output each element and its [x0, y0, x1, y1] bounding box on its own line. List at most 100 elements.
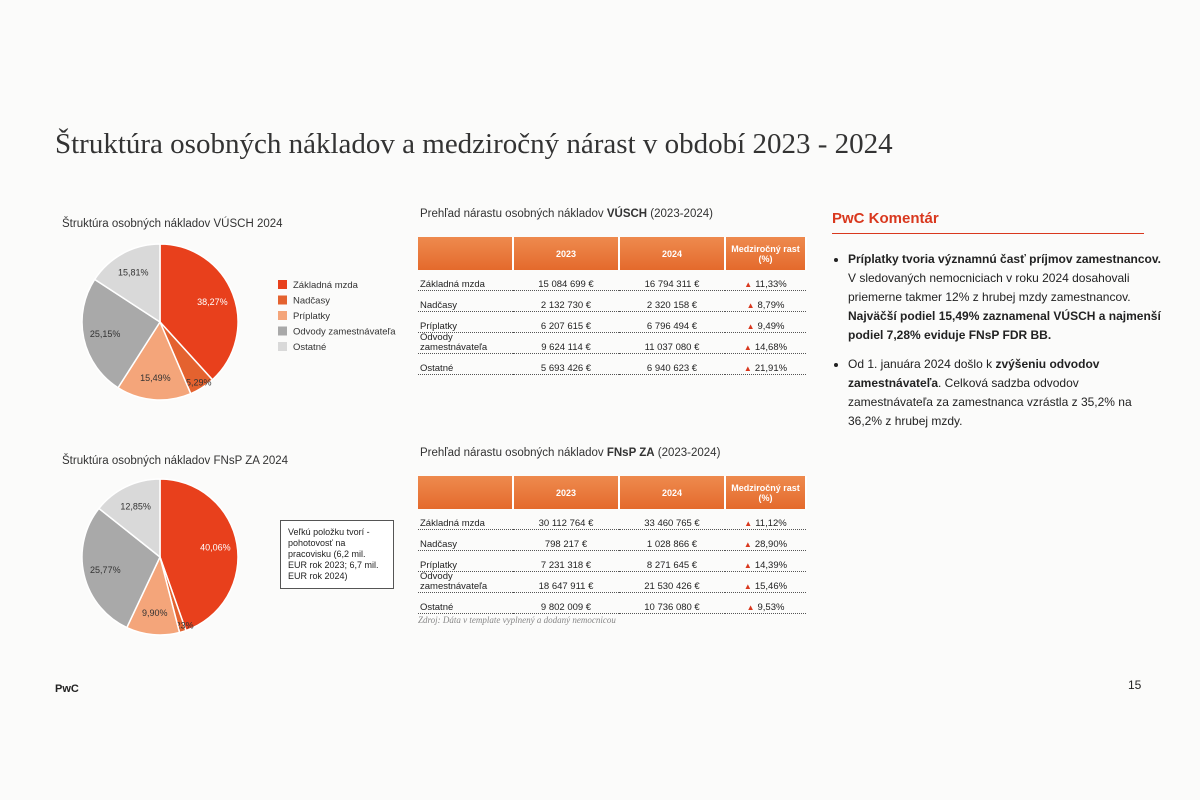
growth-arrow: ▲ [744, 519, 753, 528]
commentary-list: Príplatky tvoria významnú časť príjmov z… [830, 250, 1164, 441]
slice-label: 38,27% [197, 297, 228, 307]
table-row: Príplatky 6 207 615 € 6 796 494 € ▲ 9,49% [418, 311, 806, 333]
cell-text: 11,33% [755, 279, 787, 290]
slice-label: 12,85% [120, 501, 151, 511]
commentary-item: Od 1. januára 2024 došlo k zvýšeniu odvo… [848, 355, 1164, 431]
cell-text: 9,53% [757, 602, 785, 613]
text-run: zvýšeniu odvodov zamestnávateľa [848, 357, 1100, 390]
page-number: 15 [1128, 678, 1142, 692]
cell: ▲ 14,68% [725, 332, 806, 354]
pie-slice [81, 278, 162, 389]
cell-text: Príplatky [420, 560, 457, 571]
callout-note: Veľkú položku tvorí - pohotovosť na prac… [280, 520, 394, 589]
legend-swatch [278, 326, 287, 336]
cell: 15 084 699 € [513, 270, 619, 291]
cell: 30 112 764 € [513, 509, 619, 530]
header-cell [418, 476, 514, 509]
cell-text: 28,90% [754, 539, 788, 550]
cell: ▲ 11,12% [725, 509, 806, 530]
cell: 18 647 911 € [513, 571, 619, 593]
cell: 21 530 426 € [619, 571, 725, 593]
cell-text: 21 530 426 € [644, 581, 700, 592]
cell-text: 14,39% [754, 560, 788, 571]
row-label: Nadčasy [418, 529, 513, 551]
text-run: Najväčší podiel 15,49% zaznamenal VÚSCH … [848, 309, 1161, 342]
cell: 11 037 080 € [619, 332, 725, 354]
row-label: Príplatky [418, 550, 513, 572]
growth-arrow: ▲ [744, 280, 753, 289]
slice-label: 40,06% [200, 543, 231, 553]
data-table: 2023 2024 Medziročný rast (%) Základná mzda… [418, 476, 807, 614]
slice-label: 25,77% [90, 565, 121, 575]
cell: ▲ 9,49% [725, 311, 806, 333]
table-row: Ostatné 5 693 426 € 6 940 623 € ▲ 21,91% [418, 353, 806, 375]
cell: 9 802 009 € [513, 592, 619, 614]
growth-arrow: ▲ [746, 322, 755, 331]
footer-brand: PwC [55, 683, 79, 695]
legend-label: Ostatné [293, 342, 326, 353]
cell: ▲ 8,79% [725, 290, 806, 312]
cell: ▲ 14,39% [725, 550, 806, 572]
slice-label: 5,29% [186, 377, 212, 387]
header-cell: 2023 [513, 237, 620, 270]
cell-text: 2 132 730 € [540, 300, 592, 311]
cell: 6 796 494 € [619, 311, 725, 333]
growth-arrow: ▲ [746, 603, 755, 612]
row-label: Príplatky [418, 311, 513, 333]
cell: 6 207 615 € [513, 311, 619, 333]
cell: 2 132 730 € [513, 290, 619, 312]
legend-swatch [278, 295, 287, 305]
cell-text: 9,49% [757, 321, 785, 332]
title-part: VÚSCH [606, 208, 648, 220]
table-row: Odvody zamestnávateľa 18 647 911 € 21 530 … [418, 571, 806, 593]
table-row: Nadčasy 2 132 730 € 2 320 158 € ▲ 8,79% [418, 290, 806, 312]
legend-swatch [278, 280, 287, 289]
cell: 33 460 765 € [619, 509, 725, 530]
cell-text: 16 794 311 € [644, 279, 700, 290]
header-cell: 2024 [619, 237, 726, 270]
chart-title: Štruktúra osobných nákladov FNsP ZA 2024 [62, 455, 289, 467]
table-title: Prehľad nárastu osobných nákladov FNsP Z… [420, 447, 720, 459]
growth-arrow: ▲ [743, 582, 752, 591]
cell-text: Základná mzda [420, 518, 485, 529]
cell-text: Príplatky [420, 321, 457, 332]
cell-text: 15 084 699 € [538, 279, 594, 290]
slice-label: 9,90% [142, 608, 168, 618]
pie-slice [81, 507, 161, 629]
header-cell: 2024 [619, 476, 726, 509]
cell-text: 30 112 764 € [538, 518, 594, 529]
title-part: FNsP ZA [606, 447, 655, 459]
cell: ▲ 28,90% [725, 529, 806, 551]
cell-text: 1 028 866 € [646, 539, 698, 550]
table-row: Základná mzda 30 112 764 € 33 460 765 € ▲ 11… [418, 509, 806, 530]
commentary-item: Príplatky tvoria významnú časť príjmov z… [848, 250, 1164, 345]
table-row: Ostatné 9 802 009 € 10 736 080 € ▲ 9,53% [418, 592, 806, 614]
header-cell: 2023 [513, 476, 620, 509]
cell: 5 693 426 € [513, 353, 619, 375]
row-label: Ostatné [418, 353, 513, 375]
pie-slice [97, 478, 161, 559]
cell-text: 6 207 615 € [540, 321, 592, 332]
cell: ▲ 11,33% [725, 270, 806, 291]
cell-text: 33 460 765 € [644, 518, 700, 529]
cell: 7 231 318 € [513, 550, 619, 572]
cell-text: 10 736 080 € [644, 602, 700, 613]
text-run: . Celková sadzba odvodov zamestnávateľa … [848, 376, 1132, 428]
pie-slice [116, 320, 192, 401]
cell-text: Odvody zamestnávateľa [420, 332, 488, 353]
slice-label: 1,23% [168, 621, 194, 631]
cell-text: Nadčasy [420, 300, 457, 311]
cell-text: 8 271 645 € [646, 560, 698, 571]
title-part: Prehľad nárastu osobných nákladov [420, 447, 607, 459]
legend-swatch [278, 342, 287, 351]
legend-label: Odvody zamestnávateľa [293, 327, 396, 338]
cell: 8 271 645 € [619, 550, 725, 572]
table-row: Odvody zamestnávateľa 9 624 114 € 11 037 0… [418, 332, 806, 354]
chart-title: Štruktúra osobných nákladov VÚSCH 2024 [62, 218, 283, 230]
row-label: Nadčasy [418, 290, 513, 312]
row-label: Odvody zamestnávateľa [418, 332, 513, 354]
row-label: Odvody zamestnávateľa [418, 571, 513, 593]
cell: 10 736 080 € [619, 592, 725, 614]
